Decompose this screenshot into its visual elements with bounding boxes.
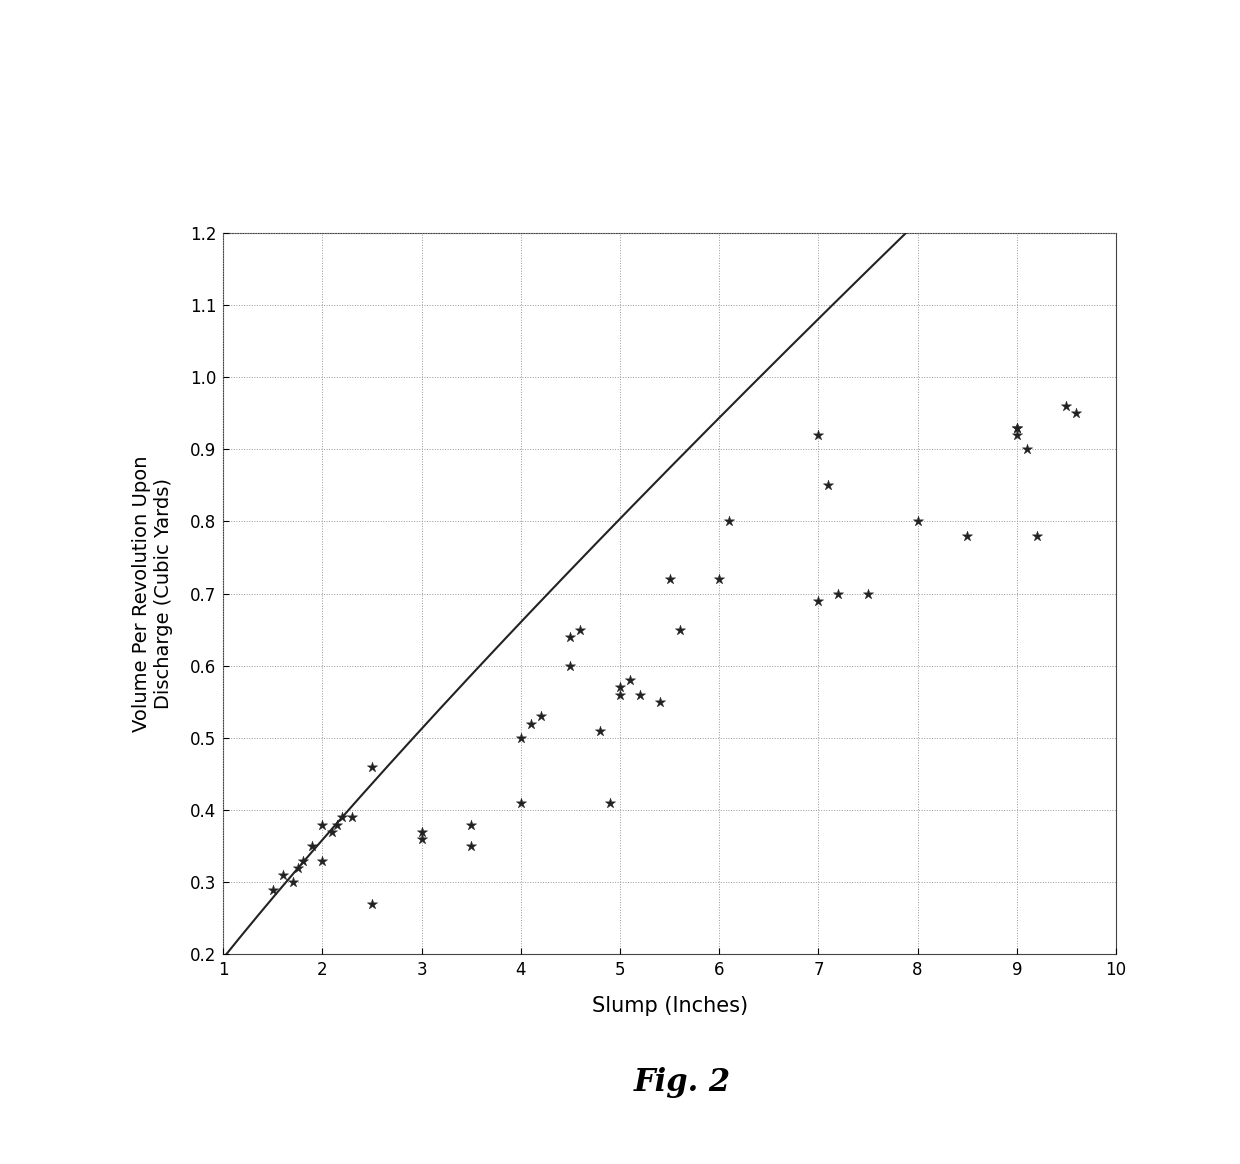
Point [560, 627, 580, 646]
Point [600, 794, 620, 812]
Point [1007, 418, 1027, 436]
Point [828, 584, 848, 603]
Point [531, 707, 551, 725]
Point [818, 476, 838, 495]
Point [1056, 397, 1076, 416]
Point [719, 512, 739, 531]
Point [858, 584, 878, 603]
Point [461, 837, 481, 856]
Point [303, 837, 322, 856]
Point [1066, 404, 1086, 423]
Point [570, 620, 590, 639]
Point [808, 591, 828, 610]
Point [660, 570, 680, 589]
Point [312, 851, 332, 870]
Point [412, 830, 432, 849]
Point [709, 570, 729, 589]
Point [412, 823, 432, 842]
Y-axis label: Volume Per Revolution Upon
Discharge (Cubic Yards): Volume Per Revolution Upon Discharge (Cu… [133, 455, 174, 732]
Point [511, 794, 531, 812]
Point [283, 873, 303, 892]
Point [293, 851, 312, 870]
Point [511, 729, 531, 747]
Point [630, 686, 650, 704]
Point [1017, 440, 1037, 459]
Point [461, 815, 481, 833]
Point [908, 512, 928, 531]
Point [610, 679, 630, 697]
Point [1027, 526, 1047, 545]
Point [521, 715, 541, 733]
Point [342, 808, 362, 826]
Text: Fig. 2: Fig. 2 [634, 1067, 730, 1098]
Point [670, 620, 689, 639]
Point [620, 670, 640, 689]
Point [650, 693, 670, 711]
Point [322, 823, 342, 842]
X-axis label: Slump (Inches): Slump (Inches) [591, 996, 748, 1016]
Point [332, 808, 352, 826]
Point [957, 526, 977, 545]
Point [590, 722, 610, 740]
Point [312, 815, 332, 833]
Point [362, 895, 382, 914]
Point [1007, 426, 1027, 445]
Point [327, 815, 347, 833]
Point [362, 758, 382, 776]
Point [610, 686, 630, 704]
Point [1007, 418, 1027, 436]
Point [560, 656, 580, 675]
Point [273, 866, 293, 885]
Point [263, 880, 283, 899]
Point [808, 426, 828, 445]
Point [288, 859, 308, 878]
